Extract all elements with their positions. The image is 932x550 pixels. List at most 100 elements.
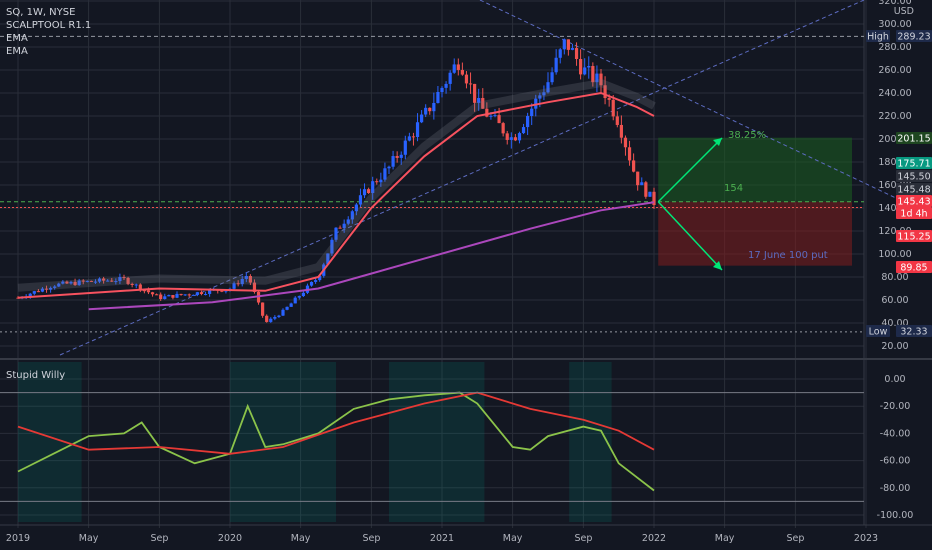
price-badge-label: 89.85 [900,263,927,274]
candle-body [652,191,656,205]
candle-body [44,288,49,290]
price-badge-label: Low [869,327,888,338]
candle-body [334,227,338,240]
time-tick-label: 2022 [642,533,666,544]
candle-body [236,283,240,285]
candle-body [244,275,248,279]
candle-body [595,73,599,83]
oscillator-zone [230,362,336,522]
candle-body [644,182,648,197]
oscillator-zone [18,362,82,522]
indicator-ema-2[interactable]: EMA [6,46,28,57]
trend-lines [59,0,901,356]
time-tick-label: May [503,533,523,544]
candle-body [277,315,281,317]
candle-body [297,296,301,298]
candle-body [501,123,505,134]
candle-body [110,280,114,282]
candle-body [623,137,628,148]
candle-body [130,283,134,286]
candle-body [428,107,432,112]
candle-body [473,83,477,103]
candle-body [538,95,542,99]
candle-body [28,293,32,297]
time-tick-label: May [715,533,735,544]
candle-body [73,281,77,286]
candle-body [69,281,73,284]
candle-body [550,72,554,83]
candle-body [554,57,558,73]
candle-body [16,297,20,299]
candle-body [57,283,61,287]
candle-body [468,83,473,85]
candle-body [411,136,416,138]
candle-body [399,154,403,158]
candle-body [383,168,387,180]
candle-body [232,283,236,289]
down-arrow-head [713,261,722,270]
candle-body [167,295,171,297]
candle-body [403,140,407,155]
candle-body [293,297,297,304]
price-badge [896,183,932,195]
candle-body [489,115,493,117]
oscillator-line [17,391,655,455]
target-zones [0,35,864,333]
candle-body [420,114,424,123]
candle-body [269,318,273,322]
price-tick-label: 60.00 [881,295,908,306]
price-badge [896,207,932,219]
candle-body [248,275,252,283]
ema-lines [17,78,656,311]
candle-body [338,227,342,229]
candle-body [252,282,257,292]
candle-body [163,296,167,300]
price-axis[interactable]: 320.00 300.00 280.00 260.00 240.00 220.00 200.… [877,0,914,521]
oscillator-tick-label: -80.00 [880,483,911,494]
candle-body [97,278,102,282]
candle-body [155,294,159,296]
ema-band [17,78,656,292]
price-badge-label: 145.50 [897,172,930,183]
candle-body [240,278,244,285]
price-badge-label: 201.15 [897,134,930,145]
candle-body [85,280,89,282]
candle-body [530,108,534,117]
candle-body [367,189,371,194]
price-badge [896,195,932,207]
candle-body [371,181,375,194]
candle-body [387,166,391,169]
ema-line [88,201,655,311]
candle-body [424,107,428,115]
candle-body [265,315,269,322]
indicator-ema-1[interactable]: EMA [6,33,28,44]
candle-body [587,66,591,68]
price-badge [896,30,932,42]
candle-body [126,277,130,284]
candle-body [309,281,314,286]
candle-body [261,302,265,316]
candle-body [395,156,399,158]
candle-body [118,277,122,282]
candle-body [281,309,285,316]
candle-body [65,281,69,284]
candle-body [493,115,497,117]
price-tick-label: 100.00 [878,249,911,260]
time-axis[interactable]: 2019 May Sep 2020 May Sep 2021 May Sep 2022 May Sep… [6,533,878,544]
candle-body [179,293,183,295]
candle-body [53,286,57,288]
candle-body [220,290,224,292]
candle-body [497,115,501,124]
price-tick-label: 320.00 [878,0,911,7]
candle-body [375,181,379,183]
candle-body [444,83,448,88]
candle-body [106,280,110,282]
candle-body [611,99,615,117]
indicator-scalptool[interactable]: SCALPTOOL R1.1 [6,20,91,31]
oscillator-tick-label: -60.00 [880,456,911,467]
candle-body [526,116,530,128]
price-tick-label: 120.00 [878,226,911,237]
price-badge-label: 175.71 [897,159,930,170]
oscillator-title[interactable]: Stupid Willy [6,370,65,381]
